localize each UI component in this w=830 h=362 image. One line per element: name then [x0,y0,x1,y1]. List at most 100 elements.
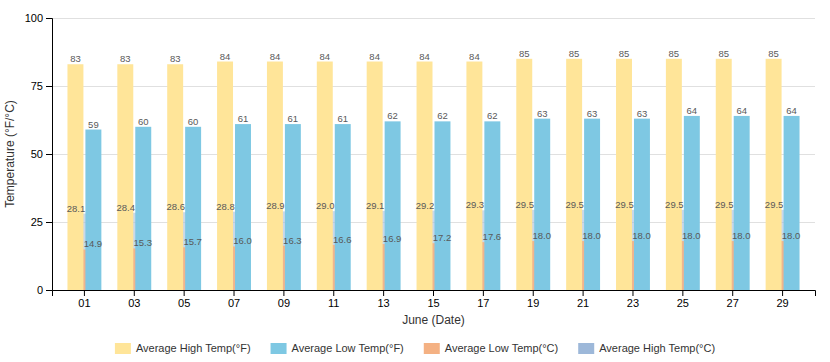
legend-item: Average High Temp(°C) [578,342,715,354]
y-tick: 75 [31,80,52,92]
data-labels: 28.128.428.628.828.929.029.129.229.329.5… [67,48,801,250]
legend-item: Average High Temp(°F) [115,342,251,354]
bar [267,62,283,290]
legend-label: Average High Temp(°F) [136,342,251,354]
data-label: 16.6 [333,234,352,245]
bar [367,62,383,290]
data-label: 84 [469,51,480,62]
data-label: 28.6 [166,201,185,212]
bar [185,127,201,290]
data-label: 18.0 [532,230,551,241]
legend-label: Average High Temp(°C) [599,342,715,354]
bar [584,119,600,290]
data-label: 84 [419,51,430,62]
data-label: 29.0 [316,200,335,211]
x-tick-label: 11 [328,297,339,309]
x-tick: 09 [278,290,290,309]
bars [67,59,799,290]
bar [135,127,151,290]
legend-item: Average Low Temp(°F) [271,342,404,354]
x-tick: 01 [78,290,90,309]
data-label: 29.2 [416,200,435,211]
x-tick-mark [283,290,284,296]
bar [335,124,351,290]
y-tick-mark [46,154,52,155]
data-label: 64 [786,105,797,116]
x-tick-label: 15 [427,297,439,309]
y-axis-title: Temperature (°F/°C) [3,100,17,208]
x-tick-mark [234,290,235,296]
data-label: 85 [669,48,680,59]
y-tick-label: 100 [25,12,43,24]
x-tick: 29 [776,290,788,309]
y-tick: 25 [31,216,52,228]
bar [285,124,301,290]
data-label: 29.5 [665,199,684,210]
data-label: 18.0 [682,230,701,241]
x-tick: 13 [378,290,390,309]
x-tick-mark [682,290,683,296]
x-tick-label: 13 [378,297,390,309]
data-label: 83 [120,53,131,64]
bar [317,62,333,290]
bar [117,64,133,290]
x-tick: 17 [477,290,489,309]
data-label: 18.0 [732,230,751,241]
grid [52,19,815,291]
grid-tick [52,154,815,155]
data-label: 28.9 [266,200,285,211]
x-tick-label: 09 [278,297,290,309]
x-tick-mark [433,290,434,296]
data-label: 28.8 [216,201,235,212]
legend-item: Average Low Temp(°C) [424,342,558,354]
x-tick-mark [632,290,633,296]
legend-label: Average Low Temp(°F) [292,342,404,354]
x-tick-mark [782,290,783,296]
bar [516,59,532,290]
data-label: 85 [718,48,729,59]
data-label: 85 [519,48,530,59]
x-tick: 15 [427,290,439,309]
x-tick: 27 [727,290,739,309]
y-tick-label: 0 [37,284,43,296]
bar [217,62,233,290]
x-axis-title: June (Date) [402,313,465,327]
y-tick-mark [46,290,52,291]
bar [466,62,482,290]
data-label: 61 [288,113,299,124]
bar [766,59,782,290]
data-label: 84 [270,51,281,62]
bar [67,64,83,290]
x-tick-mark [533,290,534,296]
x-tick: 05 [178,290,190,309]
grid-line [52,154,815,155]
x-tick-mark [483,290,484,296]
chart: 28.128.428.628.828.929.029.129.229.329.5… [0,0,830,362]
bar [734,116,750,290]
data-label: 16.0 [233,235,252,246]
grid-tick [52,86,815,87]
x-tick-label: 23 [627,297,639,309]
series-labels: 838383848484848484858585858585 [70,48,779,64]
bar [167,64,183,290]
x-tick: 25 [677,290,689,309]
bar [784,116,800,290]
bar [85,130,101,290]
x-tick-mark [583,290,584,296]
x-tick-mark [84,290,85,296]
bar [235,124,251,290]
x-tick-label: 17 [477,297,489,309]
legend-label: Average Low Temp(°C) [445,342,558,354]
y-axis-line [46,19,53,291]
data-label: 83 [170,53,181,64]
y-tick-mark [46,18,52,19]
x-tick: 03 [128,290,140,309]
series-bars [67,59,781,290]
data-label: 29.1 [366,200,385,211]
plot: 28.128.428.628.828.929.029.129.229.329.5… [25,12,816,309]
bar [566,59,582,290]
data-label: 62 [387,110,398,121]
x-tick-mark [184,290,185,296]
grid-line [52,18,815,19]
x-tick-label: 05 [178,297,190,309]
